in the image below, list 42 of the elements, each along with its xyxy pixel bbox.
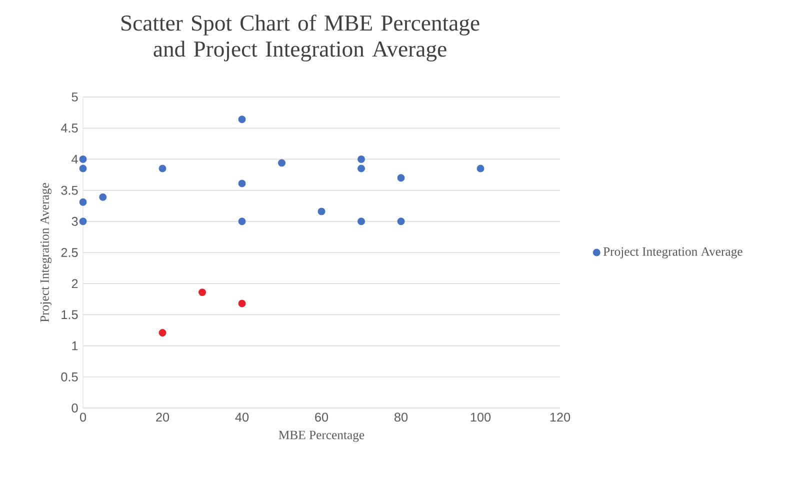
point: [79, 164, 87, 172]
x-tick-label: 20: [156, 412, 170, 422]
x-tick-label: 60: [315, 412, 328, 422]
point: [79, 155, 87, 163]
point: [358, 218, 365, 226]
x-axis-title: MBE Percentage: [278, 430, 364, 442]
y-axis-title: Project Integration Average: [40, 183, 52, 322]
y-tick-label: 5: [72, 92, 78, 102]
point: [79, 218, 87, 226]
x-tick-label: 40: [235, 412, 249, 422]
y-tick-label: 0.5: [61, 372, 78, 382]
point: [238, 116, 246, 124]
point: [198, 288, 206, 296]
point: [238, 218, 246, 226]
y-tick-label: 3.5: [61, 186, 78, 195]
point: [397, 174, 405, 182]
point: [158, 164, 166, 172]
y-tick-label: 4.5: [60, 124, 78, 133]
point: [79, 198, 87, 206]
chart-title: Scatter Spot Chart of MBE Percentage and Project Integration Average: [122, 14, 480, 62]
legend-label: Project Integration Average: [603, 247, 742, 258]
y-tick-label: 1.5: [62, 310, 78, 320]
point: [238, 300, 246, 308]
point: [318, 208, 326, 216]
x-tick-label: 80: [394, 412, 408, 422]
point: [158, 329, 166, 336]
y-tick-label: 3: [72, 216, 78, 226]
point: [476, 164, 484, 172]
x-tick-label: 0: [80, 412, 86, 422]
y-tick-label: 4: [72, 154, 78, 164]
x-tick-label: 120: [550, 412, 570, 422]
y-tick-label: 2.5: [61, 248, 78, 257]
point: [358, 155, 365, 163]
x-tick-label: 100: [470, 412, 491, 422]
point: [238, 180, 246, 188]
y-tick-label: 0: [72, 404, 78, 412]
point: [358, 164, 365, 172]
point: [278, 159, 286, 167]
y-tick-label: 1: [72, 341, 78, 350]
y-tick-label: 2: [72, 279, 78, 288]
point: [397, 218, 405, 226]
point: [99, 193, 107, 201]
